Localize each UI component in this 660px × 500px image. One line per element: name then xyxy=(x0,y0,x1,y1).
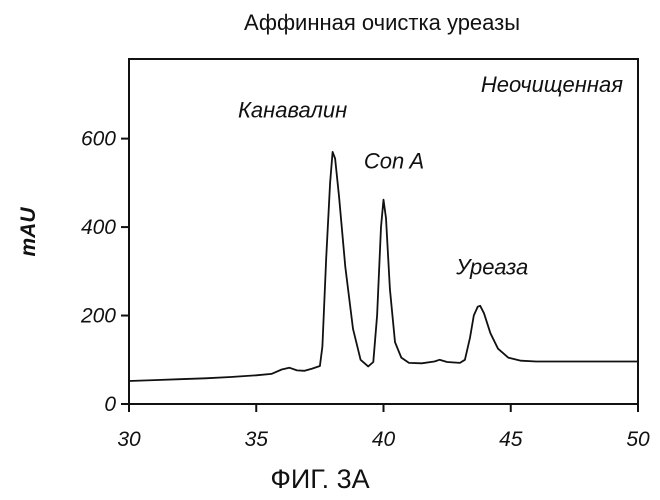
peak-label: Канавалин xyxy=(238,98,347,123)
plot-frame xyxy=(128,58,639,405)
chromatogram-trace xyxy=(128,151,638,382)
chart-title: Аффинная очистка уреазы xyxy=(244,10,520,35)
y-tick-label: 400 xyxy=(81,216,116,239)
y-tick-label: 600 xyxy=(81,128,116,151)
x-tick-label: 50 xyxy=(626,428,650,451)
x-axis: 30 35 40 45 50 xyxy=(117,404,650,451)
x-tick-label: 45 xyxy=(499,428,523,451)
y-tick-label: 200 xyxy=(80,305,116,328)
trace-label: Неочищенная xyxy=(481,72,623,97)
x-tick-label: 35 xyxy=(245,428,269,451)
peak-label: Con A xyxy=(364,148,424,173)
y-axis: 0 200 400 600 xyxy=(80,128,129,416)
x-tick-label: 40 xyxy=(372,428,396,451)
peak-annotations: Канавалин Con A Уреаза xyxy=(238,98,528,280)
figure-caption: ФИГ. 3А xyxy=(270,464,369,494)
y-tick-label: 0 xyxy=(104,393,116,416)
x-tick-label: 30 xyxy=(117,428,141,451)
peak-label: Уреаза xyxy=(455,254,528,279)
y-axis-label: mAU xyxy=(17,207,40,257)
